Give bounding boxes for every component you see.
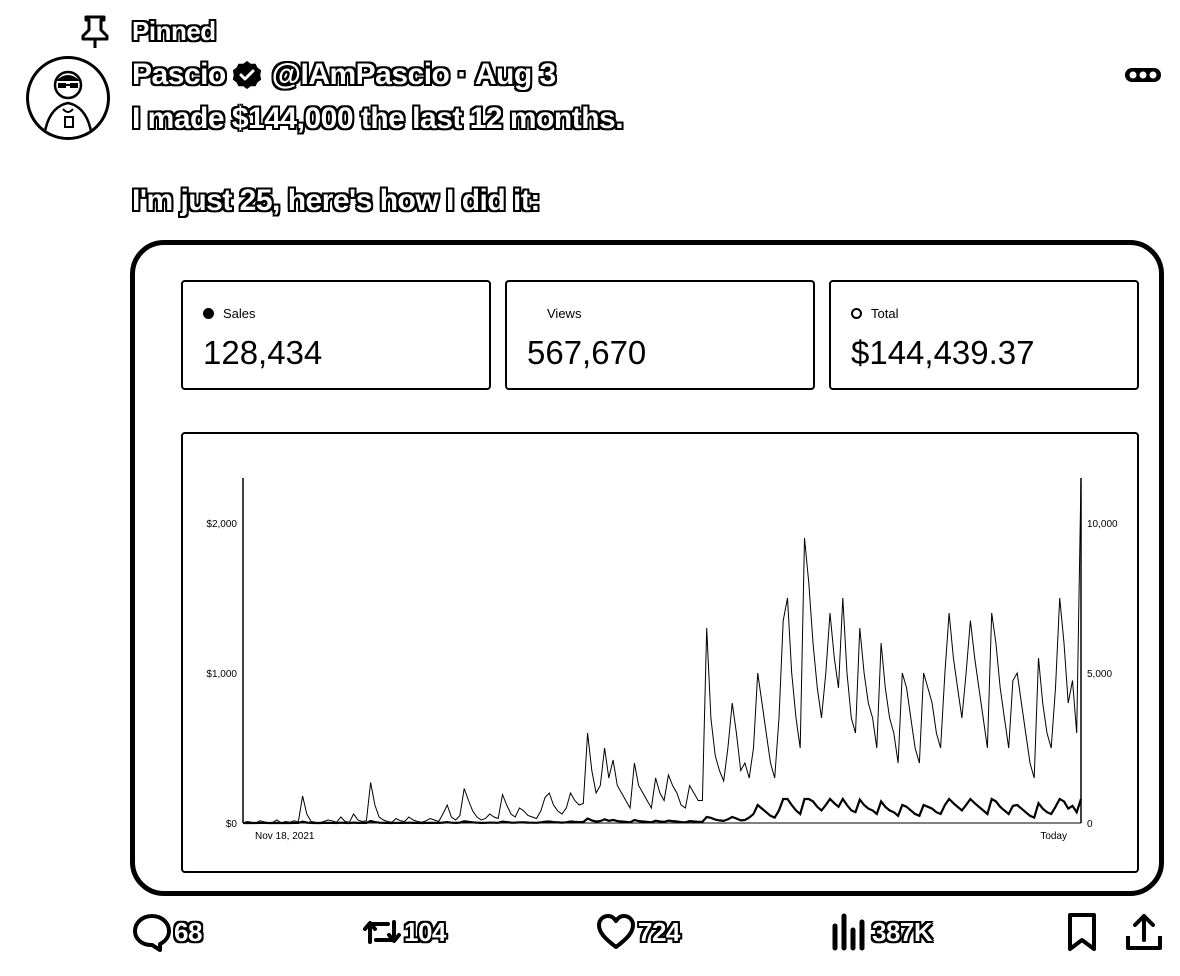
y-right-tick-label: 5,000 <box>1087 669 1112 680</box>
analytics-icon <box>832 913 865 951</box>
retweet-icon <box>363 920 401 944</box>
filled-dot-icon <box>203 308 214 319</box>
tweet-text-line1: I made $144,000 the last 12 months. <box>132 102 624 135</box>
stat-card-views: Views 567,670 <box>505 280 815 390</box>
stat-card-total: Total $144,439.37 <box>829 280 1139 390</box>
like-count: 724 <box>638 916 680 947</box>
tweet-text-line2: I'm just 25, here's how I did it: <box>132 184 540 217</box>
stat-value: 128,434 <box>203 334 323 371</box>
separator: · <box>457 58 467 91</box>
stat-label: Views <box>547 306 582 321</box>
stat-label: Total <box>871 306 899 321</box>
bookmark-icon <box>1068 913 1096 951</box>
bookmark-button[interactable] <box>1062 912 1102 952</box>
x-start-label: Nov 18, 2021 <box>255 831 315 842</box>
post-date[interactable]: Aug 3 <box>474 58 556 91</box>
stat-label: Sales <box>223 306 256 321</box>
y-right-tick-label: 0 <box>1087 819 1093 830</box>
sales-series-line <box>242 477 1082 824</box>
action-bar: 68 104 724 387K <box>0 912 1180 968</box>
stat-value: 567,670 <box>527 334 647 371</box>
y-left-tick-label: $0 <box>226 819 238 830</box>
views-button[interactable]: 387K <box>830 912 933 952</box>
share-button[interactable] <box>1124 912 1164 952</box>
share-icon <box>1126 914 1162 950</box>
author-name[interactable]: Pascio <box>132 58 226 91</box>
y-right-tick-label: 10,000 <box>1087 519 1118 530</box>
hollow-dot-icon <box>851 308 862 319</box>
pinned-label: Pinned <box>132 16 216 46</box>
pin-icon <box>81 15 109 48</box>
like-button[interactable]: 724 <box>596 912 680 952</box>
more-options-icon[interactable] <box>1124 66 1162 84</box>
reply-button[interactable]: 68 <box>132 912 202 952</box>
reply-count: 68 <box>174 916 202 947</box>
stat-card-sales: Sales 128,434 <box>181 280 491 390</box>
sales-chart: $0 $1,000 $2,000 0 5,000 10,000 Nov 18, 2021 To… <box>206 477 1118 842</box>
views-series-line <box>242 796 1083 825</box>
x-end-label: Today <box>1040 831 1067 842</box>
author-line: Pascio @IAmPascio · Aug 3 <box>132 58 556 92</box>
y-left-tick-label: $2,000 <box>206 519 237 530</box>
reply-icon <box>133 914 171 952</box>
heart-icon <box>597 914 635 949</box>
views-count: 387K <box>872 916 933 947</box>
author-handle[interactable]: @IAmPascio <box>271 58 450 91</box>
chart-container: $0 $1,000 $2,000 0 5,000 10,000 Nov 18, 2021 To… <box>181 432 1139 873</box>
retweet-count: 104 <box>404 916 446 947</box>
y-left-tick-label: $1,000 <box>206 669 237 680</box>
avatar[interactable] <box>26 56 110 140</box>
verified-badge-icon <box>230 59 263 91</box>
retweet-button[interactable]: 104 <box>362 912 446 952</box>
stat-value: $144,439.37 <box>851 334 1035 371</box>
